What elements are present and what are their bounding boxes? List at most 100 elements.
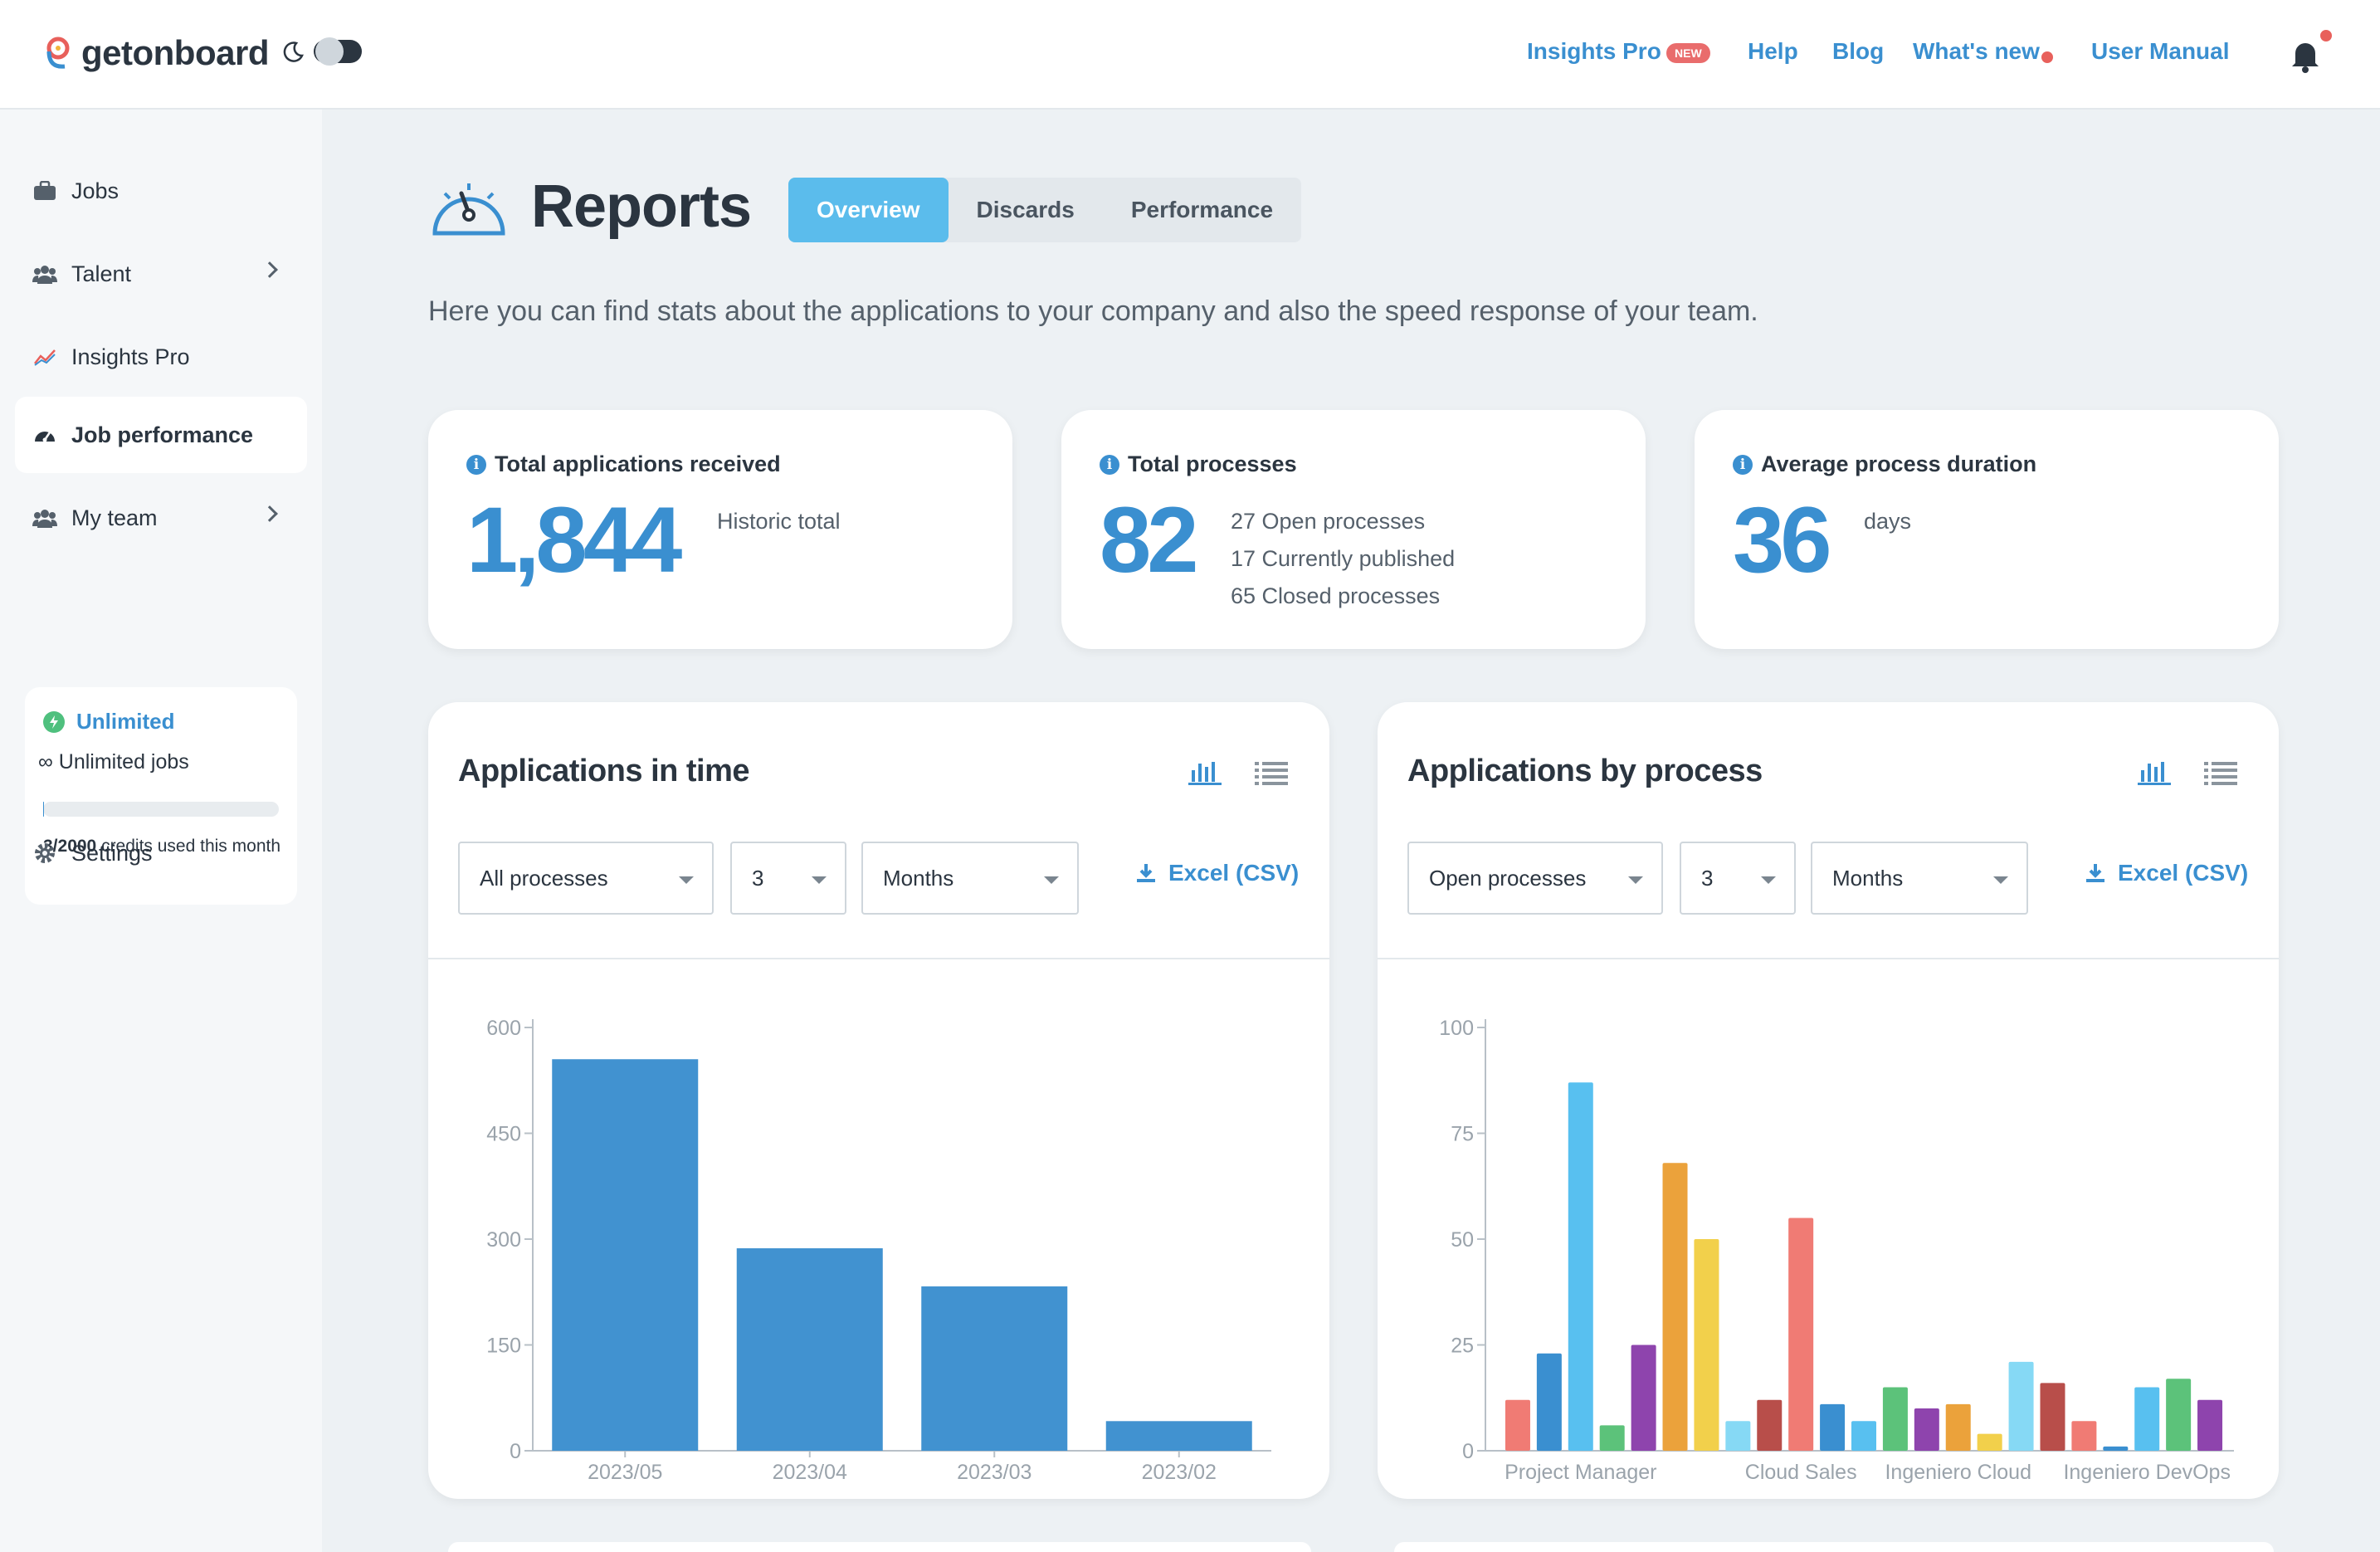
report-tabs: Overview Discards Performance — [788, 178, 1302, 242]
caret-down-icon — [1044, 876, 1059, 884]
stat-line: 27 Open processes — [1231, 509, 1426, 534]
export-csv-button[interactable]: Excel (CSV) — [1135, 860, 1299, 886]
bar — [2166, 1379, 2192, 1451]
briefcase-icon — [32, 178, 58, 204]
bar — [2008, 1361, 2034, 1451]
select-value: Months — [883, 865, 954, 891]
tab-overview[interactable]: Overview — [788, 178, 949, 242]
export-csv-button[interactable]: Excel (CSV) — [2085, 860, 2248, 886]
sidebar-item-talent[interactable]: Talent — [15, 236, 307, 312]
x-tick-label: Project Manager — [1505, 1461, 1656, 1484]
bar — [1820, 1403, 1846, 1451]
chevron-right-icon — [261, 261, 278, 278]
dark-mode-switch[interactable] — [314, 37, 362, 66]
bar-chart-view-icon[interactable] — [1188, 759, 1222, 785]
sidebar-item-job-performance[interactable]: Job performance — [15, 397, 307, 473]
sidebar-item-settings[interactable]: Settings — [15, 815, 307, 891]
bar — [2134, 1387, 2160, 1451]
plan-jobs: ∞ Unlimited jobs — [38, 750, 189, 774]
info-icon[interactable]: i — [1100, 454, 1119, 475]
credits-used: 3/2000 — [43, 837, 97, 856]
notification-dot — [2320, 30, 2332, 41]
applications-in-time-chart: 0 150 300 450 600 2023/05 2023/04 2023/03 2023/0… — [486, 1017, 1271, 1484]
unit-select[interactable]: Months — [1811, 842, 2028, 915]
sidebar-item-jobs[interactable]: Jobs — [15, 153, 307, 229]
logo-mark-icon — [46, 37, 70, 69]
y-tick-label: 0 — [1462, 1440, 1474, 1463]
export-label: Excel (CSV) — [1168, 860, 1300, 886]
sidebar-item-insights-pro[interactable]: Insights Pro — [15, 319, 307, 395]
sidebar: Jobs Talent Insights Pro Job performance… — [0, 110, 322, 1552]
new-badge: NEW — [1666, 43, 1710, 63]
select-value: Open processes — [1429, 865, 1587, 891]
count-select[interactable]: 3 — [1680, 842, 1796, 915]
nav-insights-pro[interactable]: Insights Pro — [1527, 38, 1661, 64]
x-tick-label: 2023/05 — [588, 1461, 662, 1484]
sidebar-item-my-team[interactable]: My team — [15, 480, 307, 556]
moon-icon — [283, 41, 304, 62]
bar — [1662, 1163, 1688, 1451]
stat-label-text: Total applications received — [495, 451, 781, 476]
brand-logo[interactable]: getonboard — [43, 33, 269, 73]
bar — [1631, 1345, 1656, 1451]
next-panel-edge — [1394, 1542, 2274, 1552]
stat-breakdown: 27 Open processes 17 Currently published… — [1231, 503, 1455, 615]
page-intro: Here you can find stats about the applic… — [428, 295, 1758, 327]
select-value: 3 — [752, 865, 764, 891]
info-icon[interactable]: i — [1733, 454, 1753, 475]
stat-line: 65 Closed processes — [1231, 583, 1441, 608]
tab-discards[interactable]: Discards — [976, 197, 1075, 222]
stat-value: 36 — [1733, 488, 1832, 592]
y-tick-label: 50 — [1451, 1228, 1474, 1252]
top-bar: getonboard Insights Pro NEW Help Blog Wh… — [0, 0, 2380, 110]
list-view-icon[interactable] — [1255, 759, 1288, 785]
bar — [552, 1059, 699, 1451]
sidebar-item-label: Insights Pro — [71, 344, 190, 369]
select-value: Months — [1832, 865, 1904, 891]
bar — [1725, 1421, 1751, 1451]
y-tick-label: 450 — [486, 1123, 521, 1146]
nav-whats-new[interactable]: What's new — [1913, 38, 2040, 64]
stat-card-duration: i Average process duration 36 days — [1695, 410, 2279, 649]
stat-card-processes: i Total processes 82 27 Open processes 17… — [1061, 410, 1646, 649]
bar — [1757, 1399, 1783, 1451]
nav-blog[interactable]: Blog — [1832, 38, 1885, 64]
applications-by-process-chart: 0 25 50 75 100 Project Manager Cloud Sales Inge… — [1439, 1017, 2234, 1484]
list-view-icon[interactable] — [2204, 759, 2237, 785]
stat-value: 82 — [1100, 488, 1199, 592]
unit-select[interactable]: Months — [861, 842, 1079, 915]
count-select[interactable]: 3 — [730, 842, 846, 915]
credits-progress-bar — [43, 802, 279, 817]
y-tick-label: 300 — [486, 1228, 521, 1252]
bar-chart-view-icon[interactable] — [2138, 759, 2171, 785]
stat-line: 17 Currently published — [1231, 546, 1456, 571]
caret-down-icon — [1628, 876, 1643, 884]
sidebar-item-label: My team — [71, 505, 158, 530]
caret-down-icon — [1993, 876, 2008, 884]
nav-user-manual[interactable]: User Manual — [2091, 38, 2230, 64]
stat-label-text: Average process duration — [1761, 451, 2037, 476]
sidebar-item-label: Jobs — [71, 178, 119, 203]
process-select[interactable]: All processes — [458, 842, 714, 915]
bar — [1977, 1433, 2002, 1451]
nav-help[interactable]: Help — [1748, 38, 1798, 64]
caret-down-icon — [1761, 876, 1776, 884]
x-tick-label: 2023/04 — [773, 1461, 847, 1484]
credits-usage: 3/2000 credits used this month — [43, 830, 284, 863]
plan-name: Unlimited — [76, 709, 175, 734]
theme-toggle[interactable] — [282, 37, 362, 66]
x-tick-label: Ingeniero DevOps — [2063, 1461, 2231, 1484]
page-header: Reports — [428, 173, 752, 241]
sidebar-item-label: Talent — [71, 261, 132, 286]
notifications-bell-icon[interactable] — [2289, 37, 2322, 73]
download-icon — [2086, 864, 2104, 882]
bar — [2071, 1421, 2097, 1451]
whats-new-dot — [2041, 51, 2053, 63]
process-select[interactable]: Open processes — [1407, 842, 1663, 915]
tab-performance[interactable]: Performance — [1130, 197, 1274, 222]
export-label: Excel (CSV) — [2118, 860, 2249, 886]
info-icon[interactable]: i — [466, 454, 486, 475]
caret-down-icon — [812, 876, 827, 884]
gauge-icon — [32, 422, 58, 448]
stat-label: i Total applications received — [466, 451, 781, 477]
